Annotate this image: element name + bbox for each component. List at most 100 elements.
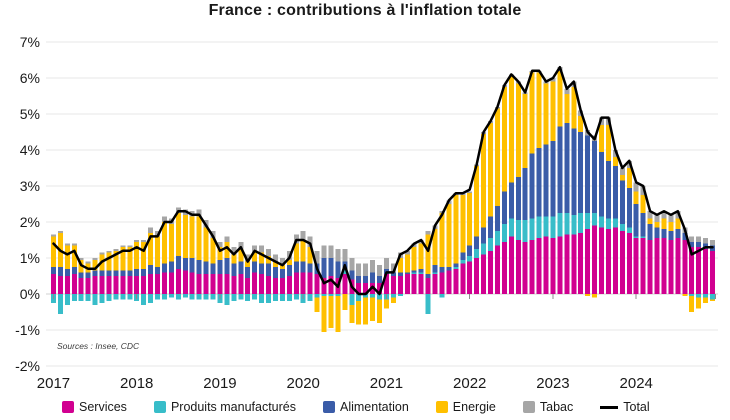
bar-segment [231, 276, 237, 294]
bar-segment [418, 274, 424, 294]
bar-segment [279, 258, 285, 266]
legend-label: Produits manufacturés [170, 400, 296, 414]
bar-segment [356, 294, 362, 302]
legend-line-swatch-total [600, 405, 619, 409]
bar-segment [321, 294, 327, 296]
bar-segment [210, 263, 216, 275]
bar-segment [252, 245, 258, 253]
bar-segment [390, 272, 396, 276]
bar-segment [300, 231, 306, 240]
bar-segment [432, 272, 438, 275]
bar-segment [599, 124, 605, 152]
svg-text:3%: 3% [20, 178, 40, 194]
legend-item-tabac: Tabac [522, 400, 573, 414]
bar-segment [592, 141, 598, 213]
bar-segment [120, 245, 126, 248]
bar-segment [550, 78, 556, 82]
bar-segment [439, 267, 445, 273]
bar-segment [134, 276, 140, 294]
bar-segment [633, 191, 639, 204]
bar-segment [654, 227, 660, 239]
bar-segment [508, 218, 514, 237]
bar-segment [383, 274, 389, 294]
bar-segment [113, 276, 119, 294]
bar-segment [85, 277, 91, 294]
bar-segment [71, 243, 77, 246]
svg-text:5%: 5% [20, 106, 40, 122]
bar-segment [113, 250, 119, 271]
bar-segment [411, 243, 417, 248]
bar-segment [682, 240, 688, 294]
bar-segment [189, 216, 195, 258]
bar-segment [224, 294, 230, 305]
bar-segment [453, 267, 459, 269]
bar-segment [550, 238, 556, 294]
bar-segment [78, 258, 84, 260]
bar-segment [619, 231, 625, 294]
bar-segment [703, 294, 709, 298]
bar-segment [605, 124, 611, 161]
bar-segment [224, 236, 230, 242]
bar-segment [557, 126, 563, 213]
bar-segment [71, 274, 77, 294]
bar-segment [619, 168, 625, 176]
bar-segment [522, 168, 528, 221]
bar-segment [703, 238, 709, 244]
legend-item-services: Services [62, 400, 127, 414]
bar-segment [92, 258, 98, 260]
bar-segment [488, 250, 494, 294]
bar-segment [494, 205, 500, 231]
bar-segment [349, 304, 355, 323]
bar-segment [418, 243, 424, 269]
bar-segment [404, 250, 410, 255]
bar-segment [71, 245, 77, 267]
bar-segment [536, 148, 542, 217]
bar-segment [148, 232, 154, 266]
bar-segment [377, 276, 383, 284]
bar-segment [161, 294, 167, 300]
bar-segment [141, 241, 147, 269]
svg-text:6%: 6% [20, 70, 40, 86]
legend-label: Services [79, 400, 127, 414]
bar-segment [113, 249, 119, 251]
bar-segment [612, 157, 618, 167]
bar-segment [592, 213, 598, 226]
bar-segment [307, 247, 313, 264]
bar-segment [64, 243, 70, 246]
bar-segment [120, 247, 126, 271]
bar-segment [57, 276, 63, 294]
y-axis-labels: 7% 6% 5% 4% 3% 2% 1% 0% -1% -2% [15, 34, 40, 374]
stacked-bars [50, 67, 716, 332]
bar-segment [217, 247, 223, 260]
bar-segment [272, 254, 278, 262]
bar-segment [155, 267, 161, 275]
bar-segment [377, 283, 383, 294]
bar-segment [363, 276, 369, 284]
bar-segment [605, 160, 611, 219]
bar-segment [161, 263, 167, 273]
bar-segment [557, 213, 563, 237]
bar-segment [571, 128, 577, 215]
bar-segment [85, 261, 91, 264]
bar-segment [279, 268, 285, 278]
bar-segment [293, 261, 299, 273]
bar-segment [182, 258, 188, 271]
bar-segment [148, 274, 154, 294]
bar-segment [328, 258, 334, 276]
bar-segment [661, 229, 667, 239]
bar-segment [78, 277, 84, 294]
bar-segment [647, 211, 653, 219]
bar-segment [467, 191, 473, 194]
legend-swatch-services [62, 401, 74, 413]
bar-segment [710, 250, 716, 294]
bar-segment [335, 295, 341, 332]
bar-segment [127, 270, 133, 276]
bar-segment [508, 76, 514, 183]
bar-segment [515, 83, 521, 177]
bar-segment [626, 232, 632, 294]
bar-segment [99, 276, 105, 294]
bar-segment [571, 214, 577, 235]
bar-segment [182, 270, 188, 294]
bar-segment [675, 211, 681, 219]
bar-segment [266, 263, 272, 276]
